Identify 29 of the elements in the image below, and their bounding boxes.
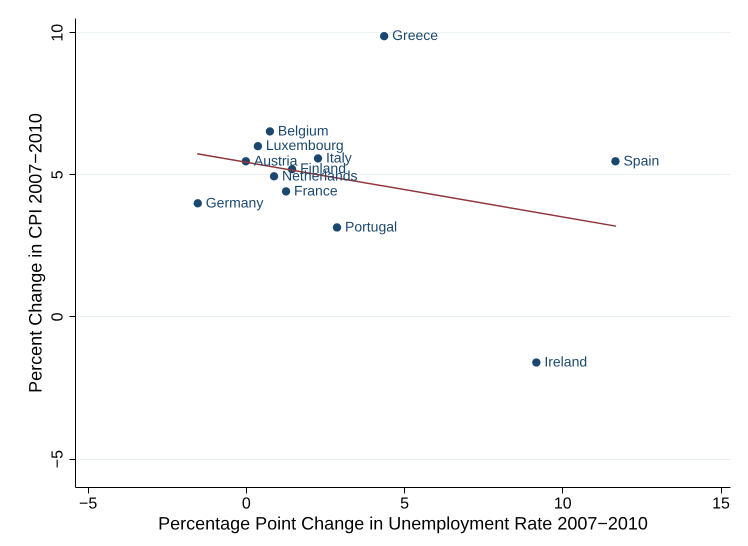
point bbox=[194, 199, 202, 208]
y-tick-label: 5 bbox=[50, 170, 66, 180]
point bbox=[611, 157, 620, 166]
x-axis-title: Percentage Point Change in Unemployment Rate 2007−2010 bbox=[158, 514, 648, 534]
x-tick-label: 0 bbox=[242, 496, 251, 512]
point bbox=[532, 358, 541, 367]
point bbox=[380, 32, 388, 40]
x-tick-label: 10 bbox=[554, 496, 572, 512]
x-tick-label: 15 bbox=[712, 496, 730, 512]
point bbox=[266, 127, 274, 136]
annotation: Greece bbox=[392, 27, 438, 44]
y-tick-label: 0 bbox=[50, 312, 66, 322]
annotation: Belgium bbox=[278, 122, 329, 138]
annotation: Spain bbox=[623, 152, 660, 168]
annotation: Germany bbox=[206, 194, 264, 210]
point bbox=[254, 142, 262, 150]
y-axis-title: Percent Change in CPI 2007−2010 bbox=[26, 113, 46, 393]
annotation: Ireland bbox=[544, 354, 588, 370]
y-tick-label: −5 bbox=[50, 450, 66, 468]
point bbox=[332, 223, 342, 232]
x-tick-label: 5 bbox=[400, 496, 410, 512]
point bbox=[314, 154, 322, 163]
annotation: France bbox=[294, 182, 338, 198]
annotation: Portugal bbox=[345, 218, 398, 234]
annotation: Austria bbox=[254, 152, 298, 168]
x-tick-label: −5 bbox=[79, 496, 98, 512]
point bbox=[282, 187, 290, 196]
point bbox=[270, 172, 278, 180]
y-tick-label: 10 bbox=[50, 24, 66, 42]
